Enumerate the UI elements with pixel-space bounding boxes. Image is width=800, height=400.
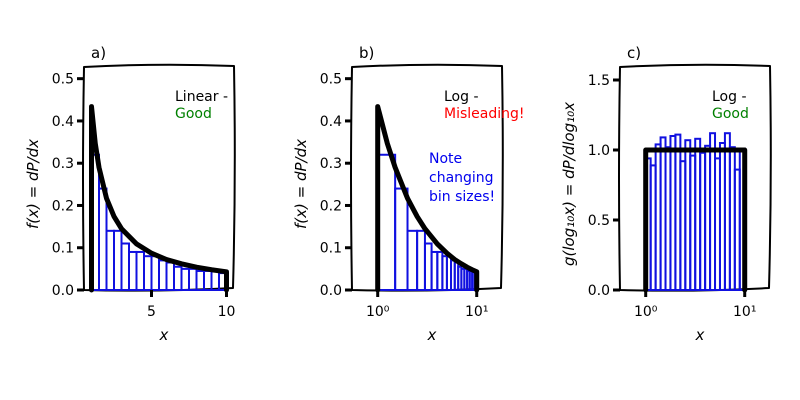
y-tick-label: 0.4: [320, 114, 342, 130]
x-axis-label: x: [695, 326, 705, 344]
histogram-bar: [188, 267, 198, 291]
x-tick-label: 5: [147, 304, 156, 320]
annotation-text: Linear -: [175, 89, 228, 105]
bin-size-note: bin sizes!: [429, 189, 495, 205]
pdf-curve: [643, 147, 748, 293]
bin-size-note: changing: [429, 170, 494, 186]
annotation-text: Good: [175, 106, 212, 122]
histogram-bar: [195, 269, 205, 292]
histogram-bar: [113, 229, 123, 291]
panel-c: 0.0 0.5 1.0 1.5 10⁰ 10¹ x g(log₁₀x) = dP/dlog₁₀…: [560, 44, 772, 344]
plot-frame: [82, 63, 236, 292]
y-tick-label: 0.1: [52, 241, 74, 257]
histogram-bar: [376, 153, 397, 291]
panel-label: c): [627, 44, 641, 62]
annotation-text: Log -: [444, 89, 479, 105]
y-axis-label: f(x) = dP/dx: [292, 139, 310, 229]
histogram-bar: [150, 255, 160, 292]
y-tick-label: 0.5: [320, 72, 342, 88]
histogram-bar: [165, 261, 175, 291]
histogram-bar: [135, 250, 145, 291]
histogram-bar: [203, 269, 213, 292]
y-tick-label: 0.0: [588, 283, 610, 299]
histogram-bar: [158, 259, 168, 292]
histogram-bar: [120, 242, 130, 291]
annotation-text: Good: [712, 106, 749, 122]
panel-label: b): [359, 44, 374, 62]
y-tick-label: 0.2: [52, 198, 74, 214]
y-tick-label: 0.3: [52, 156, 74, 172]
panel-b: 0.0 0.1 0.2 0.3 0.4 0.5 10⁰ 10¹ x f(x) = dP/dx b) L…: [292, 44, 525, 344]
plot-frame: [350, 63, 504, 292]
y-tick-label: 0.5: [52, 72, 74, 88]
y-axis-label: f(x) = dP/dx: [24, 139, 42, 229]
y-tick-label: 0.5: [588, 213, 610, 229]
histogram-bar: [394, 187, 409, 291]
histogram-bar: [406, 229, 419, 291]
histogram-bar: [210, 269, 220, 292]
annotation-text: Log -: [712, 89, 747, 105]
panel-label: a): [91, 44, 106, 62]
plot-frame: [618, 63, 772, 292]
histogram-bar: [128, 250, 138, 291]
histogram-bar: [98, 187, 108, 291]
histogram-bar: [105, 229, 115, 291]
y-axis-label: g(log₁₀x) = dP/dlog₁₀x: [560, 102, 578, 266]
y-tick-label: 0.2: [320, 198, 342, 214]
x-tick-label: 10⁰: [634, 304, 658, 320]
x-tick-label: 10⁰: [366, 304, 390, 320]
panel-a: 0.0 0.1 0.2 0.3 0.4 0.5 5 10 x f(x) = dP/dx a) Line…: [24, 44, 236, 344]
histogram-bar: [143, 255, 153, 292]
y-tick-label: 0.0: [52, 283, 74, 299]
y-tick-label: 0.1: [320, 241, 342, 257]
pdf-curve: [375, 104, 480, 293]
x-tick-label: 10¹: [465, 304, 488, 320]
histogram-bar: [180, 267, 190, 291]
y-tick-label: 1.5: [588, 73, 610, 89]
annotation-text: Misleading!: [444, 106, 525, 122]
histogram-bar: [173, 265, 183, 292]
x-tick-label: 10¹: [733, 304, 756, 320]
y-tick-label: 0.4: [52, 114, 74, 130]
y-tick-label: 0.0: [320, 283, 342, 299]
pdf-curve: [89, 104, 229, 293]
x-axis-label: x: [159, 326, 169, 344]
histogram-bar: [416, 229, 426, 291]
bin-size-note: Note: [429, 151, 462, 167]
x-tick-label: 10: [218, 304, 236, 320]
y-tick-label: 0.3: [320, 156, 342, 172]
y-tick-label: 1.0: [588, 143, 610, 159]
x-axis-label: x: [427, 326, 437, 344]
